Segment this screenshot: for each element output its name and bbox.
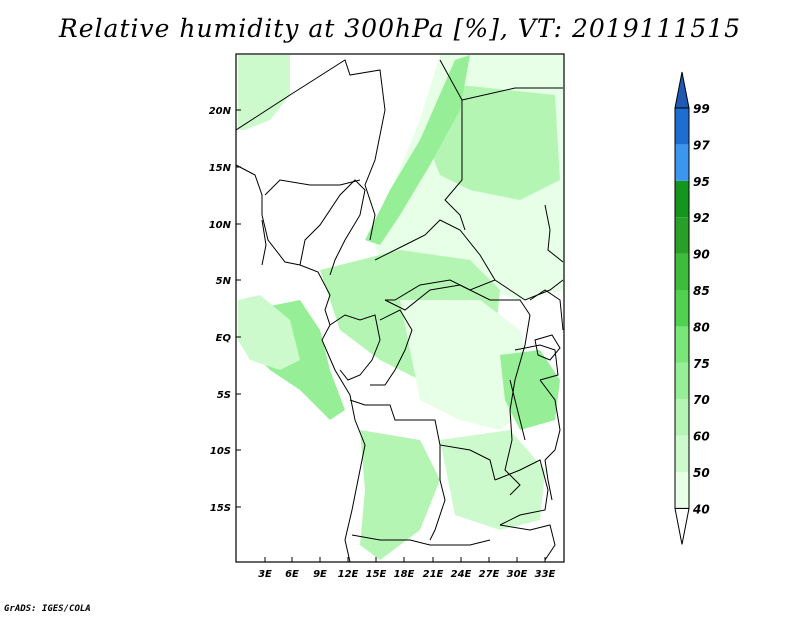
lon-tick-label: 3E — [258, 569, 272, 580]
colorbar-label: 99 — [693, 102, 710, 116]
border-tanzania — [539, 379, 561, 461]
longitude-axis: 3E 6E 9E 12E 15E 18E 21E 24E 27E 30E 33E — [258, 557, 556, 580]
lon-tick-label: 33E — [535, 569, 556, 580]
map-frame — [235, 53, 565, 563]
border-ethiopia — [544, 204, 564, 263]
field-region-south — [360, 430, 440, 560]
colorbar-label: 80 — [693, 320, 710, 334]
colorbar-segment — [675, 217, 689, 254]
colorbar-label: 92 — [693, 211, 710, 225]
colorbar-label: 97 — [693, 138, 710, 152]
lon-tick-label: 30E — [507, 569, 528, 580]
colorbar-segment — [675, 144, 689, 181]
field-region-west-coast-light — [238, 295, 300, 370]
colorbar-over-triangle — [674, 71, 690, 109]
border-zambia-malawi — [494, 459, 549, 526]
border-congo-river — [370, 309, 413, 386]
border-drc-north — [384, 284, 531, 316]
colorbar-segment — [675, 253, 689, 290]
field-region-band — [365, 55, 470, 245]
lat-tick-label: 5N — [216, 276, 232, 287]
country-borders — [235, 59, 564, 563]
lon-tick-label: 24E — [451, 569, 472, 580]
colorbar-label: 40 — [692, 502, 710, 516]
border-coast-west-africa — [235, 164, 366, 563]
colorbar-label: 90 — [693, 248, 710, 262]
colorbar-label: 85 — [693, 284, 710, 298]
lon-tick-label: 9E — [313, 569, 327, 580]
colorbar-label: 75 — [693, 357, 710, 371]
colorbar-segment — [675, 472, 689, 509]
border-sahara-east — [235, 59, 386, 241]
lat-tick-label: 5S — [217, 390, 231, 401]
border-east-africa — [529, 289, 564, 331]
lon-tick-label: 15E — [366, 569, 387, 580]
colorbar-segment — [675, 290, 689, 327]
lat-tick-label: 15N — [209, 163, 232, 174]
lon-tick-label: 18E — [394, 569, 415, 580]
colorbar-outline — [674, 107, 690, 509]
border-chad-car — [374, 219, 496, 301]
field-region-southeast — [440, 430, 545, 530]
border-zimbabwe — [499, 524, 556, 561]
border-drc-east — [504, 314, 531, 496]
border-libya-egypt — [439, 59, 466, 231]
border-benin — [261, 219, 267, 266]
lat-tick-label: 20N — [209, 106, 232, 117]
colorbar-segment — [675, 362, 689, 400]
lon-tick-label: 21E — [423, 569, 444, 580]
lon-tick-label: 6E — [285, 569, 299, 580]
colorbar: 40 50 60 70 75 80 85 90 92 95 97 99 — [674, 71, 710, 545]
colorbar-label: 95 — [693, 175, 710, 189]
latitude-axis: 20N 15N 10N 5N EQ 5S 10S 15S — [209, 106, 241, 514]
colorbar-segment — [675, 180, 689, 218]
lat-tick-label: 10S — [210, 446, 231, 457]
border-lake-tanganyika — [509, 379, 526, 441]
lat-tick-label: 15S — [210, 503, 231, 514]
lat-tick-label: EQ — [216, 333, 232, 344]
border-uganda-kenya — [514, 344, 559, 381]
colorbar-label: 70 — [693, 393, 710, 407]
border-nigeria-north — [264, 179, 361, 196]
lat-tick-label: 10N — [209, 220, 232, 231]
colorbar-under-triangle — [674, 507, 690, 545]
colorbar-segment — [675, 326, 689, 363]
field-region-east-lakes — [500, 350, 560, 430]
border-drc-south — [349, 399, 496, 481]
border-gabon-congo — [329, 314, 381, 381]
field-region-northwest — [238, 55, 290, 130]
chart-title: Relative humidity at 300hPa [%], VT: 201… — [58, 14, 742, 43]
border-cameroon-nigeria — [299, 179, 366, 276]
colorbar-label: 60 — [693, 430, 710, 444]
border-chad-east — [461, 87, 563, 101]
border-lake-malawi — [544, 459, 553, 501]
border-angola-zambia — [429, 445, 446, 541]
lon-tick-label: 27E — [479, 569, 500, 580]
colorbar-segment — [675, 108, 689, 145]
lon-tick-label: 12E — [338, 569, 359, 580]
border-lake-victoria — [534, 334, 561, 361]
colorbar-segment — [675, 435, 689, 472]
colorbar-label: 50 — [693, 466, 710, 480]
border-angola-namibia — [351, 534, 491, 546]
credit-text: GrADS: IGES/COLA — [4, 604, 91, 614]
colorbar-segment — [675, 399, 689, 436]
